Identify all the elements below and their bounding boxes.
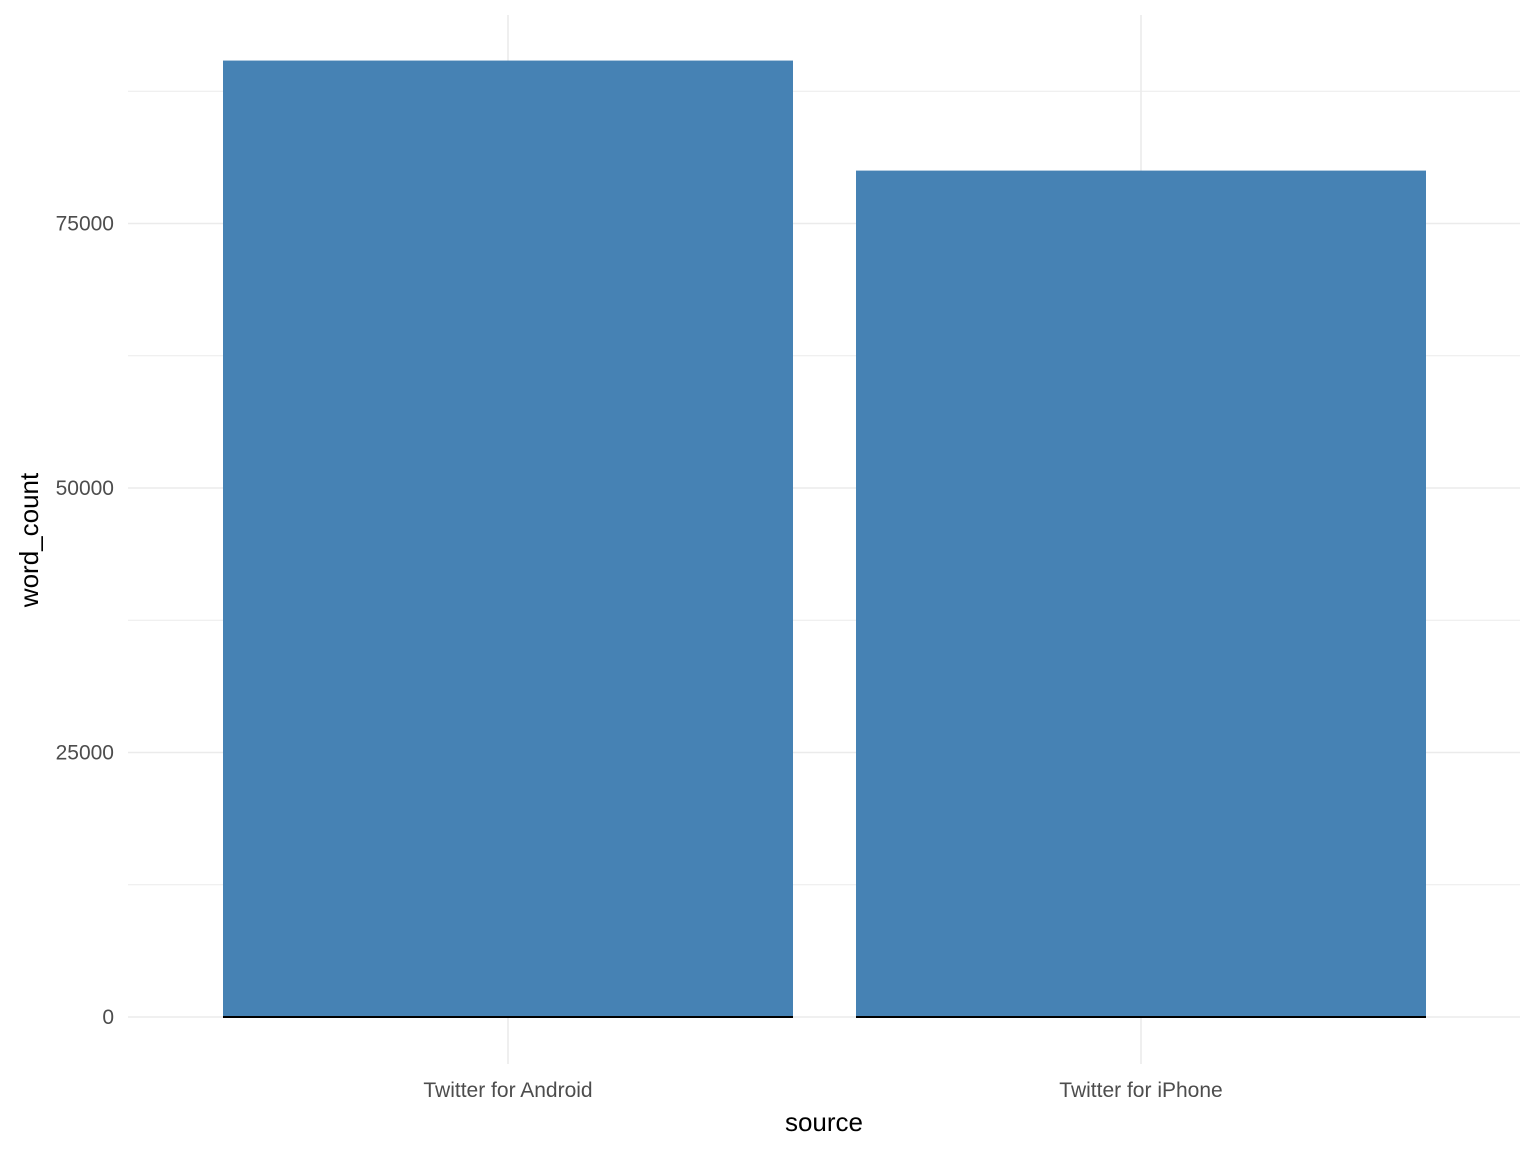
x-axis-title: source bbox=[785, 1107, 863, 1137]
y-tick-labels: 0 25000 50000 75000 bbox=[56, 213, 114, 1030]
y-axis-title: word_count bbox=[14, 472, 44, 608]
x-tick-labels: Twitter for Android Twitter for iPhone bbox=[423, 1079, 1222, 1102]
bar-twitter-for-android bbox=[223, 60, 793, 1018]
y-tick-label: 25000 bbox=[56, 742, 114, 765]
x-tick-label: Twitter for Android bbox=[423, 1079, 592, 1102]
y-tick-label: 50000 bbox=[56, 477, 114, 500]
bars bbox=[223, 60, 1426, 1018]
bar-twitter-for-iphone bbox=[856, 170, 1426, 1018]
x-tick-label: Twitter for iPhone bbox=[1059, 1079, 1222, 1102]
y-tick-label: 75000 bbox=[56, 213, 114, 236]
y-tick-label: 0 bbox=[102, 1006, 114, 1029]
